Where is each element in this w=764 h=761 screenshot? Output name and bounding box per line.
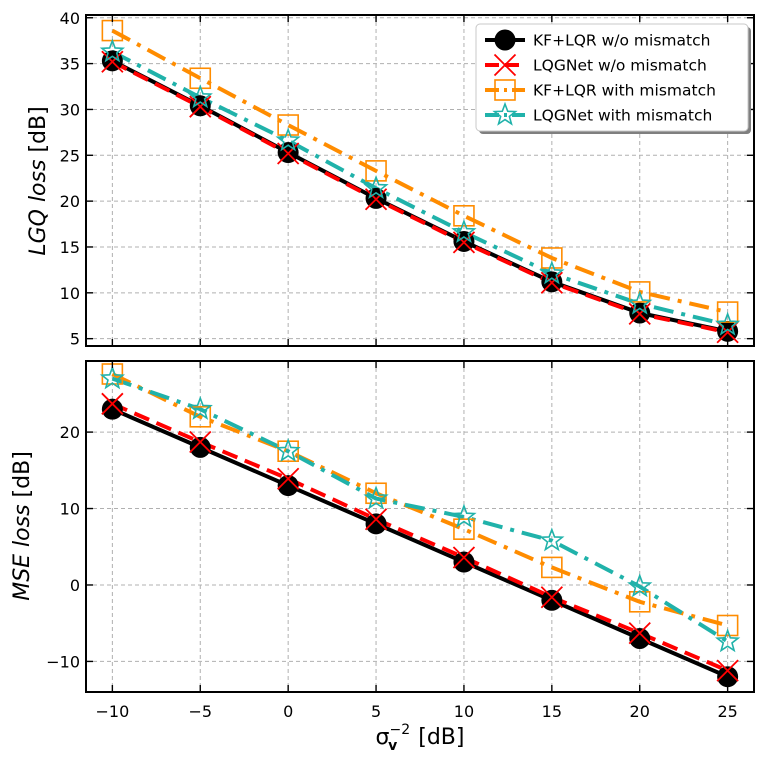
bottom-series-line-2 xyxy=(111,372,729,628)
top-series xyxy=(99,19,741,344)
legend-circle-marker xyxy=(494,29,516,51)
top-x-marker xyxy=(540,271,563,294)
bottom-x-marker xyxy=(452,546,476,569)
top-square-marker xyxy=(453,205,475,227)
x-tick-label: −5 xyxy=(188,702,212,721)
top-star-marker xyxy=(539,260,565,285)
top-square-marker xyxy=(365,160,387,182)
bottom-series-line-0 xyxy=(111,407,729,679)
top-ticks: 5 10 15 20 25 30 35 40 xyxy=(60,9,754,349)
bottom-square-marker xyxy=(453,518,475,540)
bottom-series-line-3 xyxy=(111,376,729,644)
bottom-circle-marker xyxy=(717,666,739,688)
top-y-tick-label: 10 xyxy=(60,284,80,303)
bottom-star-marker xyxy=(451,503,477,528)
top-square-marker xyxy=(277,114,299,136)
bottom-series-line-1 xyxy=(111,401,729,673)
bottom-x-marker xyxy=(628,622,651,645)
x-tick-label: 15 xyxy=(542,702,562,721)
top-x-marker xyxy=(364,188,388,211)
bottom-star-marker xyxy=(539,527,565,552)
legend-x-marker xyxy=(493,53,517,77)
x-tick-label: −10 xyxy=(95,702,129,721)
top-x-marker xyxy=(189,95,212,118)
top-series-line-3 xyxy=(111,49,729,327)
legend-star-marker xyxy=(492,101,518,126)
top-series-line-1 xyxy=(111,59,729,335)
bottom-star-marker xyxy=(275,437,301,462)
top-star-marker xyxy=(451,219,477,244)
bottom-x-marker xyxy=(189,430,212,454)
top-y-tick-label: 25 xyxy=(60,146,80,165)
bottom-y-tick-label: −10 xyxy=(46,652,80,671)
top-y-axis-label: LGQ loss [dB] xyxy=(26,106,51,255)
x-tick-label: 0 xyxy=(283,702,293,721)
top-y-tick-label: 15 xyxy=(60,238,80,257)
bottom-circle-marker xyxy=(101,398,123,420)
top-star-marker xyxy=(627,290,653,315)
top-star-marker xyxy=(275,127,301,152)
top-y-tick-label: 5 xyxy=(70,330,80,349)
bottom-y-tick-label: 10 xyxy=(60,500,80,519)
legend-label: KF+LQR w/o mismatch xyxy=(533,32,710,50)
legend-label: LQGNet w/o mismatch xyxy=(533,57,707,75)
bottom-y-tick-label: 0 xyxy=(70,576,80,595)
bottom-circle-marker xyxy=(189,436,211,458)
top-star-marker xyxy=(714,311,741,336)
bottom-x-marker xyxy=(716,659,739,682)
bottom-circle-marker xyxy=(365,513,387,535)
legend: KF+LQR w/o mismatch LQGNet w/o mismatch KF… xyxy=(475,23,751,134)
top-square-marker xyxy=(628,281,651,303)
top-y-tick-label: 20 xyxy=(60,192,80,211)
bottom-square-marker xyxy=(716,614,739,637)
bottom-circle-marker xyxy=(453,551,475,573)
bottom-circle-marker xyxy=(277,475,299,497)
top-series-line-2 xyxy=(111,28,729,315)
bottom-x-marker xyxy=(364,508,388,531)
bottom-y-axis-label: MSE loss [dB] xyxy=(10,451,35,601)
bottom-star-marker xyxy=(363,485,389,510)
top-y-tick-label: 30 xyxy=(60,100,80,119)
top-star-marker xyxy=(363,174,389,200)
bottom-square-marker xyxy=(541,556,563,579)
x-axis-label: σ−2 v [dB] xyxy=(376,722,465,754)
top-star-marker xyxy=(187,84,213,109)
bottom-frame xyxy=(85,360,755,693)
bottom-star-marker xyxy=(714,628,741,653)
x-tick-label: 5 xyxy=(371,702,381,721)
x-tick-label: 25 xyxy=(717,702,737,721)
legend-square-marker xyxy=(494,79,516,101)
top-frame xyxy=(85,14,755,347)
bottom-square-marker xyxy=(189,406,212,428)
legend-label: KF+LQR with mismatch xyxy=(533,82,716,100)
top-x-marker xyxy=(452,231,476,254)
bottom-circle-marker xyxy=(541,589,563,611)
bottom-star-marker xyxy=(99,365,126,390)
top-square-marker xyxy=(541,247,563,269)
top-x-marker xyxy=(628,302,651,326)
top-panel: 5 10 15 20 25 30 35 40 LGQ loss [dB] KF+LQR w/o… xyxy=(26,9,755,349)
top-star-marker xyxy=(99,38,126,63)
bottom-y-tick-label: 20 xyxy=(60,423,80,442)
top-y-tick-label: 35 xyxy=(60,55,80,74)
top-square-marker xyxy=(716,301,739,323)
bottom-ticks: −10 −5 0 5 10 15 20 25 −10 0 10 20 xyxy=(46,361,754,721)
bottom-x-marker xyxy=(101,392,124,415)
bottom-star-marker xyxy=(627,573,653,598)
bottom-series xyxy=(99,363,741,688)
bottom-circle-marker xyxy=(629,627,651,649)
bottom-panel: −10 −5 0 5 10 15 20 25 −10 0 10 20 MSE loss [dB] σ−… xyxy=(10,360,755,754)
top-x-marker xyxy=(277,142,300,165)
x-tick-label: 10 xyxy=(454,702,474,721)
x-tick-label: 20 xyxy=(630,702,650,721)
legend-entries: KF+LQR w/o mismatch LQGNet w/o mismatch KF… xyxy=(485,29,716,126)
bottom-x-marker xyxy=(277,467,300,490)
bottom-x-marker xyxy=(540,586,563,609)
top-x-marker xyxy=(101,50,124,73)
legend-box xyxy=(475,23,749,132)
bottom-star-marker xyxy=(187,395,213,420)
top-y-tick-label: 40 xyxy=(60,9,80,28)
legend-label: LQGNet with mismatch xyxy=(533,107,712,125)
